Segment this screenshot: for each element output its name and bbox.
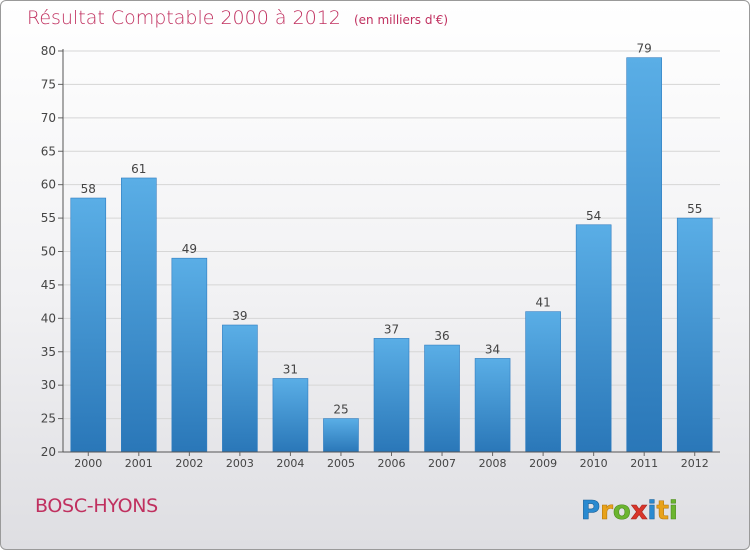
bar: [272, 378, 309, 453]
bar-value-label: 36: [434, 329, 449, 343]
bar-value-label: 58: [81, 182, 96, 196]
x-tick-label: 2011: [630, 457, 658, 470]
x-tick-label: 2008: [479, 457, 507, 470]
x-tick-label: 2007: [428, 457, 456, 470]
y-tick-label: 55: [41, 211, 56, 225]
chart-title-main: Résultat Comptable 2000 à 2012: [27, 7, 341, 29]
bar: [121, 177, 157, 453]
x-tick-label: 2012: [681, 457, 709, 470]
bar-value-label: 54: [586, 209, 601, 223]
axes: [58, 49, 720, 456]
chart-subtitle: (en milliers d'€): [353, 13, 449, 27]
bar: [171, 257, 208, 453]
bar: [222, 324, 258, 453]
bar-value-label: 25: [333, 403, 348, 417]
proxiti-logo: Proxiti: [581, 496, 678, 527]
bar: [424, 344, 460, 453]
bar: [676, 217, 713, 453]
bar: [575, 224, 612, 453]
bar: [474, 358, 511, 453]
x-tick-label: 2006: [378, 457, 406, 470]
y-tick-label: 30: [41, 378, 56, 392]
bar: [525, 311, 561, 453]
y-tick-label: 50: [41, 245, 56, 259]
labels: 20 25 30 35 40 45 50 55 60 65 70 75 80 58 2000 61 2001 49…: [41, 42, 709, 470]
bar-value-label: 37: [384, 322, 399, 336]
y-tick-label: 65: [41, 144, 56, 158]
y-tick-label: 60: [41, 178, 56, 192]
x-tick-label: 2000: [74, 457, 102, 470]
bar: [70, 197, 107, 453]
bar-value-label: 41: [535, 296, 550, 310]
y-tick-label: 80: [41, 44, 56, 58]
bar-value-label: 31: [283, 362, 298, 376]
x-tick-label: 2002: [175, 457, 203, 470]
y-tick-label: 20: [41, 445, 56, 459]
x-tick-label: 2005: [327, 457, 355, 470]
commune-name: BOSC-HYONS: [35, 495, 158, 517]
bar-value-label: 55: [687, 202, 702, 216]
x-tick-label: 2010: [580, 457, 608, 470]
y-tick-label: 75: [41, 77, 56, 91]
x-tick-label: 2009: [529, 457, 557, 470]
bars: [70, 57, 713, 453]
bar: [323, 418, 359, 453]
y-tick-label: 25: [41, 412, 56, 426]
bar: [626, 57, 662, 453]
chart-title: Résultat Comptable 2000 à 2012 (en milli…: [27, 7, 448, 29]
bar: [373, 338, 410, 453]
bar-value-label: 49: [182, 242, 197, 256]
logo-text: Proxiti: [581, 496, 678, 526]
x-tick-label: 2004: [276, 457, 304, 470]
y-tick-label: 40: [41, 311, 56, 325]
y-tick-label: 70: [41, 111, 56, 125]
x-tick-label: 2003: [226, 457, 254, 470]
bar-value-label: 79: [637, 42, 652, 56]
y-tick-label: 35: [41, 345, 56, 359]
bar-value-label: 61: [131, 162, 146, 176]
x-tick-label: 2001: [125, 457, 153, 470]
bar-value-label: 34: [485, 342, 500, 356]
bar-value-label: 39: [232, 309, 247, 323]
y-tick-label: 45: [41, 278, 56, 292]
